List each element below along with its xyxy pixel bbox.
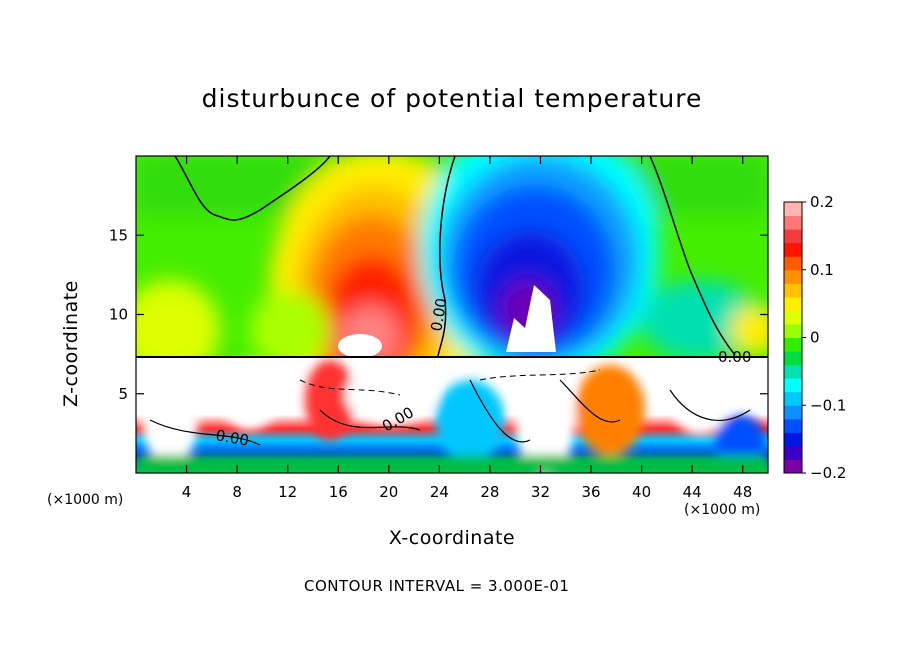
x-tick-label: 44 bbox=[683, 483, 702, 501]
contour-label: 0.00 bbox=[718, 348, 751, 366]
colorbar-tick-label: 0.2 bbox=[810, 193, 834, 211]
chart-title: disturbunce of potential temperature bbox=[201, 84, 703, 113]
colorbar-swatch bbox=[784, 242, 802, 257]
colorbar-swatch bbox=[784, 378, 802, 393]
colorbar-swatch bbox=[784, 337, 802, 352]
colorbar-swatch bbox=[784, 405, 802, 420]
contour-label: 0.00 bbox=[427, 297, 451, 333]
x-tick-label: 16 bbox=[329, 483, 348, 501]
x-tick-label: 40 bbox=[632, 483, 651, 501]
x-axis-unit: (×1000 m) bbox=[684, 502, 761, 518]
colorbar-tick-label: 0.1 bbox=[810, 261, 834, 279]
x-axis-label-text: X-coordinate bbox=[388, 527, 516, 549]
colorbar-tick-label: −0.1 bbox=[810, 396, 846, 414]
contour-field bbox=[136, 156, 768, 473]
y-axis: 5 10 15 bbox=[109, 226, 768, 403]
colorbar bbox=[783, 201, 803, 474]
x-axis: 4 8 12 16 20 24 28 32 36 40 44 48 bbox=[182, 156, 752, 501]
colorbar-swatch bbox=[784, 459, 802, 474]
colorbar-ticks: 0.2 0.1 0 −0.1 −0.2 bbox=[802, 193, 846, 482]
colorbar-swatch bbox=[784, 323, 802, 338]
colorbar-swatch bbox=[784, 391, 802, 406]
colorbar-swatch bbox=[784, 215, 802, 230]
x-tick-label: 12 bbox=[278, 483, 297, 501]
colorbar-swatch bbox=[784, 296, 802, 311]
y-tick-label: 5 bbox=[118, 385, 128, 403]
colorbar-swatch bbox=[784, 432, 802, 447]
colorbar-tick-label: −0.2 bbox=[810, 464, 846, 482]
y-tick-label: 15 bbox=[109, 226, 128, 244]
y-axis-label: Z-coordinate bbox=[60, 280, 82, 407]
x-tick-label: 4 bbox=[182, 483, 192, 501]
y-axis-unit: (×1000 m) bbox=[47, 492, 124, 508]
x-tick-label: 48 bbox=[733, 483, 752, 501]
x-tick-label: 28 bbox=[480, 483, 499, 501]
contour-label: 0.00 bbox=[214, 426, 250, 450]
x-tick-label: 24 bbox=[430, 483, 449, 501]
colorbar-swatch bbox=[784, 256, 802, 271]
colorbar-swatch bbox=[784, 229, 802, 244]
contour-interval: CONTOUR INTERVAL = 3.000E-01 bbox=[304, 577, 570, 595]
x-tick-label: 32 bbox=[531, 483, 550, 501]
colorbar-swatch bbox=[784, 445, 802, 460]
x-tick-label: 36 bbox=[581, 483, 600, 501]
y-tick-label: 10 bbox=[109, 306, 128, 324]
colorbar-swatch bbox=[784, 364, 802, 379]
x-axis-label: X-coordinate bbox=[0, 527, 904, 549]
colorbar-swatch bbox=[784, 310, 802, 325]
colorbar-swatch bbox=[784, 283, 802, 298]
x-tick-label: 20 bbox=[379, 483, 398, 501]
colorbar-tick-label: 0 bbox=[810, 329, 820, 347]
x-tick-label: 8 bbox=[232, 483, 242, 501]
colorbar-swatch bbox=[784, 202, 802, 217]
colorbar-swatch bbox=[784, 418, 802, 433]
colorbar-swatch bbox=[784, 351, 802, 366]
colorbar-swatch bbox=[784, 269, 802, 284]
